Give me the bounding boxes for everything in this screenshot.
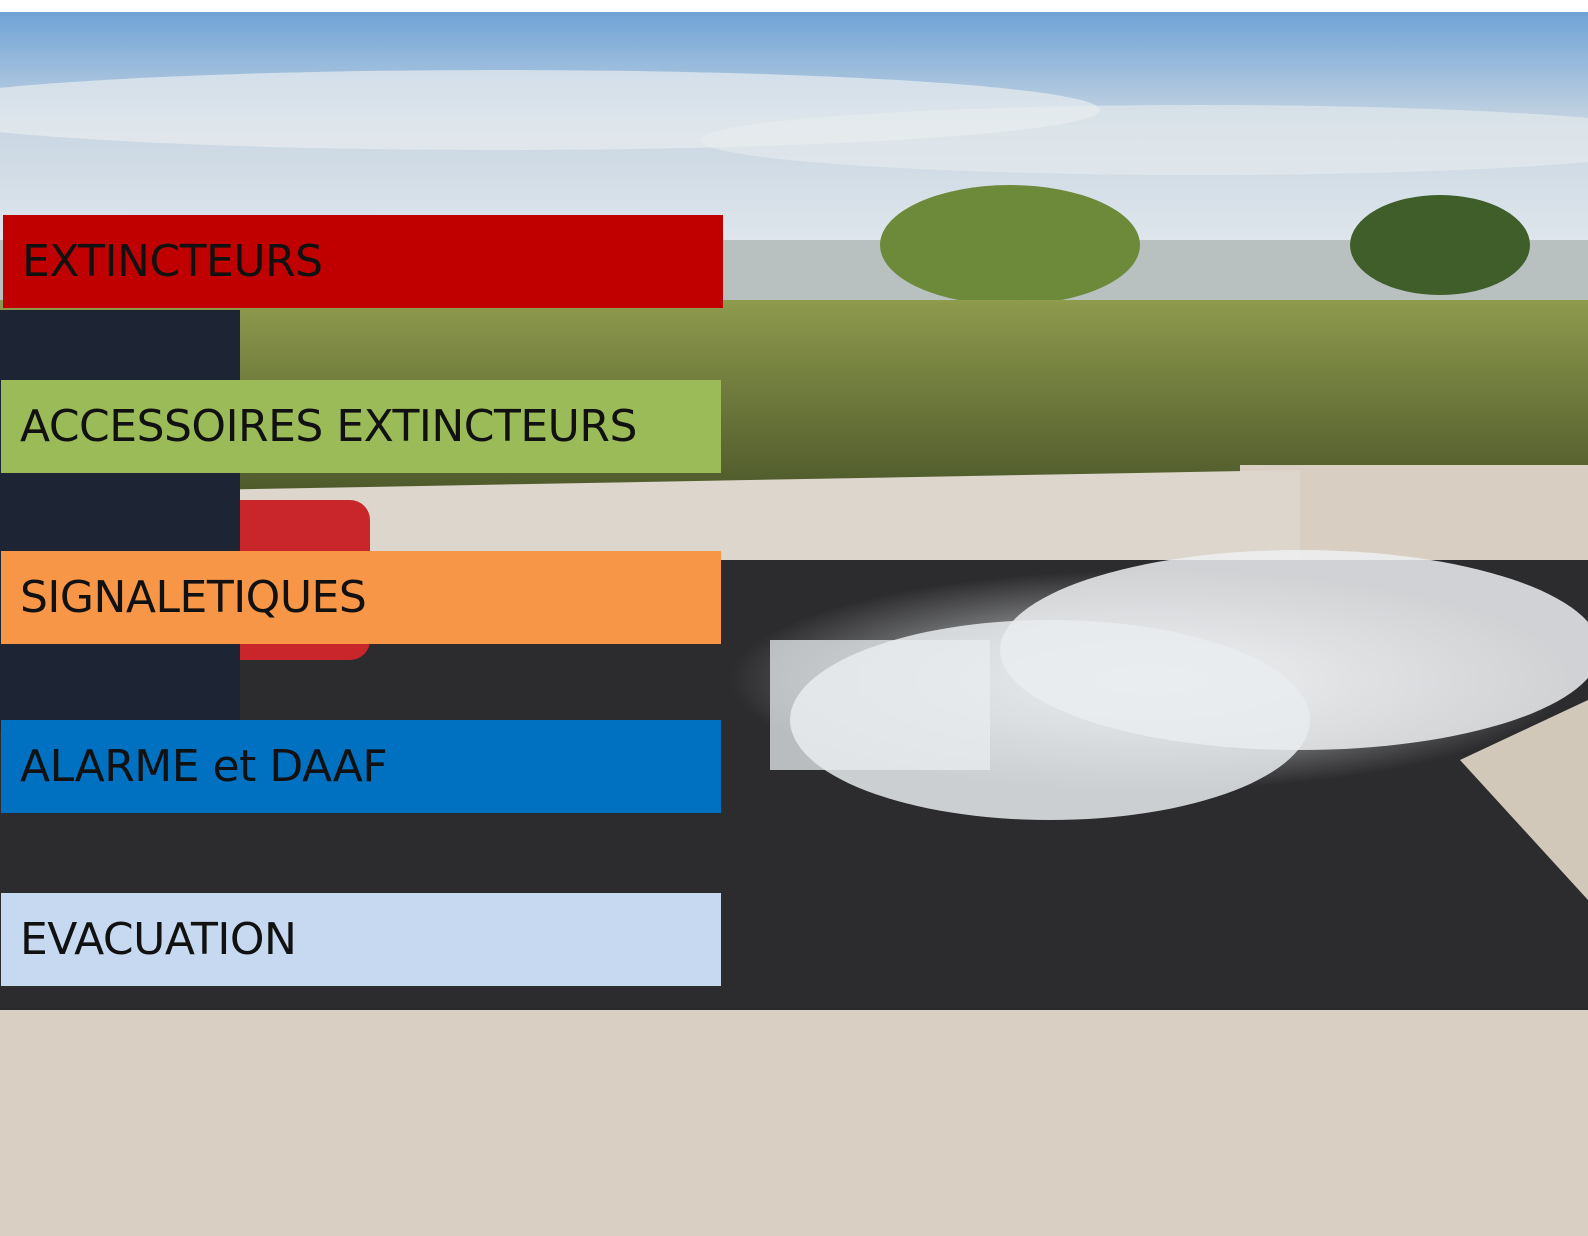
menu-button[interactable]: SIGNALETIQUES (1, 551, 721, 644)
menu-button[interactable]: ACCESSOIRES EXTINCTEURS (1, 380, 721, 473)
menu-button[interactable]: EVACUATION (1, 893, 721, 986)
menu-button[interactable]: ALARME et DAAF (1, 720, 721, 813)
menu-button[interactable]: EXTINCTEURS (3, 215, 723, 308)
page: EXTINCTEURS ACCESSOIRES EXTINCTEURS SIGN… (0, 0, 1588, 1236)
